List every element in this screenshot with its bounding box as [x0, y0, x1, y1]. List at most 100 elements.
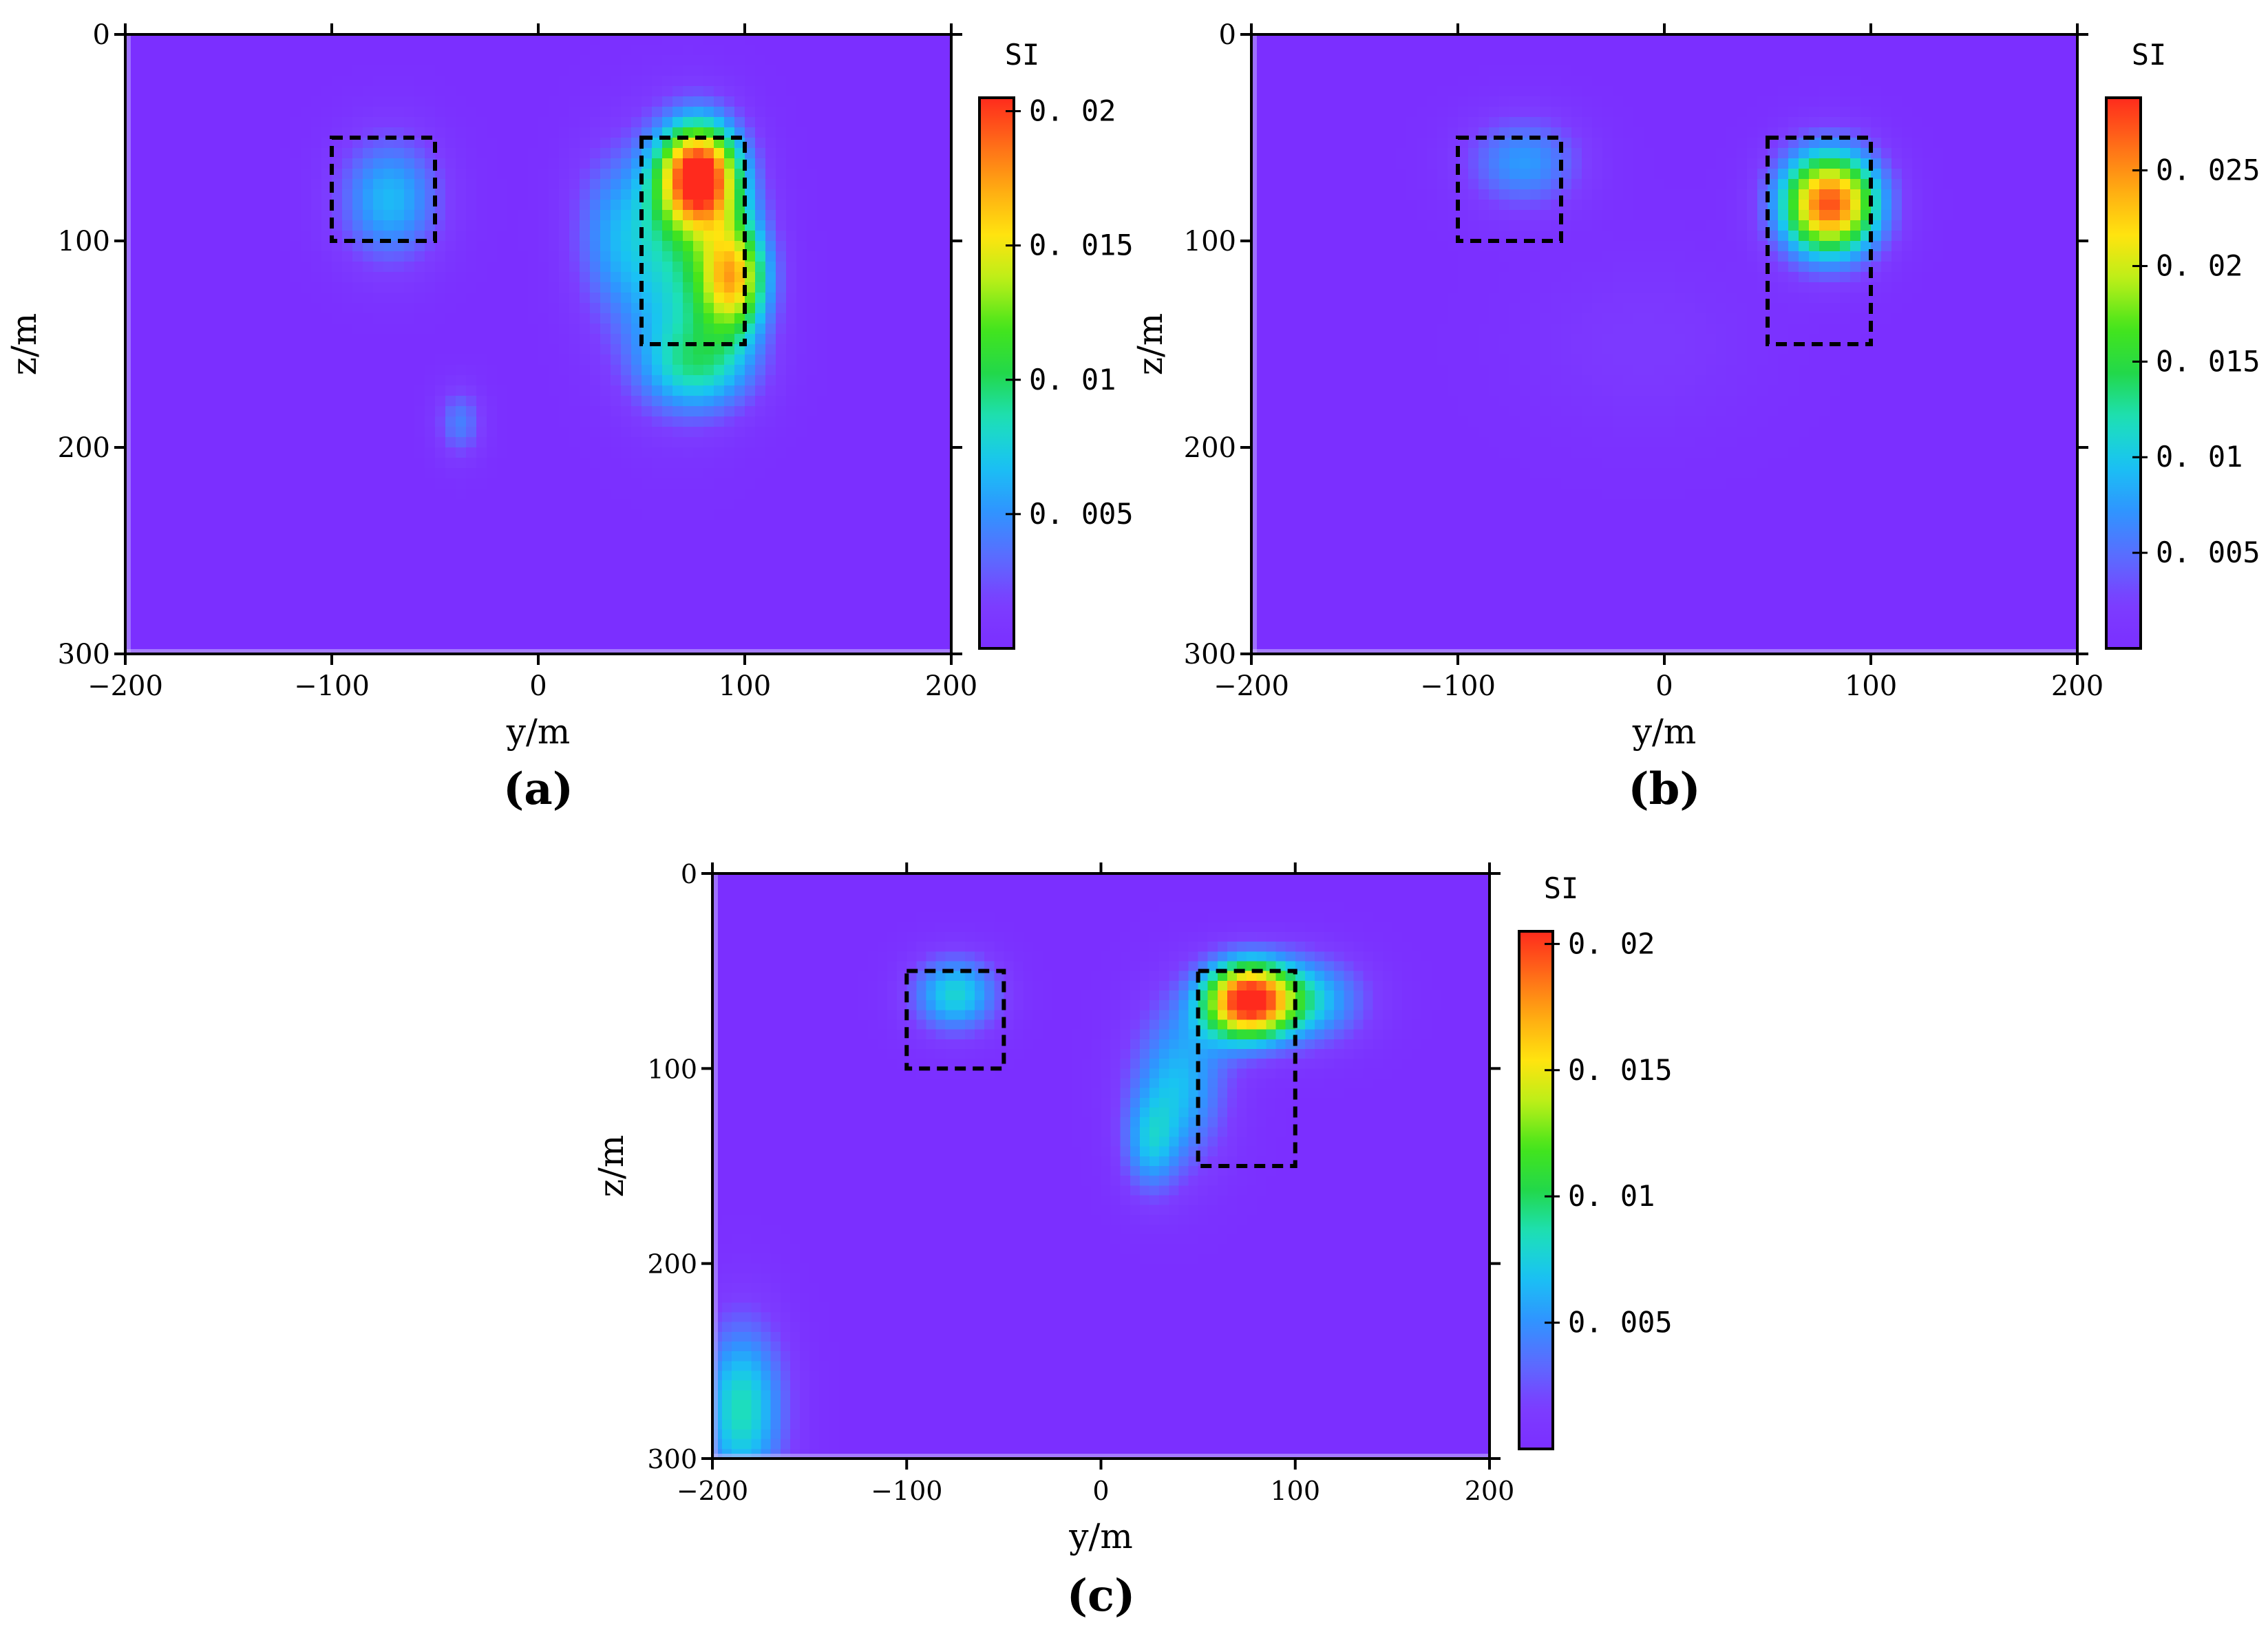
heatmap-cell — [414, 489, 425, 500]
heatmap-cell — [363, 303, 374, 314]
heatmap-cell — [879, 262, 890, 273]
heatmap-cell — [1468, 45, 1479, 56]
heatmap-cell — [1386, 34, 1397, 45]
heatmap-cell — [280, 623, 291, 634]
heatmap-cell — [136, 117, 147, 128]
heatmap-cell — [910, 354, 921, 365]
heatmap-cell — [332, 179, 343, 190]
heatmap-cell — [817, 179, 828, 190]
heatmap-cell — [920, 437, 931, 448]
heatmap-cell — [218, 623, 229, 634]
heatmap-cell — [373, 396, 384, 407]
heatmap-cell — [848, 45, 859, 56]
heatmap-cell — [559, 427, 570, 438]
heatmap-cell — [352, 520, 363, 531]
heatmap-cell — [879, 468, 890, 479]
heatmap-cell — [889, 571, 900, 582]
heatmap-cell — [363, 571, 374, 582]
heatmap-cell — [889, 231, 900, 242]
heatmap-cell — [497, 45, 508, 56]
heatmap-cell — [931, 169, 942, 180]
heatmap-cell — [435, 76, 446, 87]
heatmap-cell — [631, 34, 642, 45]
heatmap-cell — [796, 427, 807, 438]
heatmap-cell — [229, 251, 240, 262]
heatmap-cell — [229, 623, 240, 634]
heatmap-cell — [290, 334, 301, 345]
heatmap-cell — [662, 117, 673, 128]
heatmap-cell — [693, 303, 704, 314]
heatmap-cell — [321, 416, 332, 427]
heatmap-cell — [538, 107, 549, 118]
heatmap-cell — [569, 458, 580, 469]
heatmap-cell — [321, 385, 332, 396]
heatmap-cell — [776, 138, 787, 149]
heatmap-cell — [198, 437, 209, 448]
heatmap-cell — [146, 396, 157, 407]
heatmap-cell — [445, 76, 456, 87]
heatmap-cell — [672, 241, 683, 252]
heatmap-cell — [631, 96, 642, 107]
heatmap-cell — [590, 344, 601, 355]
heatmap-cell — [931, 96, 942, 107]
heatmap-cell — [270, 613, 281, 624]
heatmap-cell — [290, 561, 301, 572]
heatmap-cell — [156, 200, 167, 211]
heatmap-cell — [755, 107, 766, 118]
heatmap-cell — [714, 427, 725, 438]
heatmap-cell — [580, 200, 591, 211]
heatmap-cell — [807, 45, 818, 56]
heatmap-cell — [456, 179, 467, 190]
heatmap-cell — [796, 582, 807, 593]
heatmap-cell — [518, 530, 529, 541]
heatmap-cell — [714, 189, 725, 200]
heatmap-cell — [869, 416, 880, 427]
heatmap-cell — [311, 45, 322, 56]
heatmap-cell — [807, 313, 818, 324]
heatmap-cell — [869, 324, 880, 335]
heatmap-cell — [404, 592, 415, 603]
heatmap-cell — [683, 633, 694, 644]
heatmap-cell — [146, 406, 157, 417]
heatmap-cell — [569, 324, 580, 335]
heatmap-cell — [466, 509, 477, 520]
xtick-label: −200 — [87, 670, 163, 702]
heatmap-cell — [198, 282, 209, 293]
heatmap-cell — [187, 499, 198, 510]
heatmap-cell — [301, 633, 312, 644]
heatmap-cell — [858, 86, 869, 97]
heatmap-cell — [466, 354, 477, 365]
heatmap-cell — [1375, 45, 1386, 56]
heatmap-cell — [900, 55, 911, 66]
heatmap-cell — [528, 200, 539, 211]
heatmap-cell — [528, 55, 539, 66]
heatmap-cell — [724, 633, 735, 644]
heatmap-cell — [208, 262, 219, 273]
heatmap-cell — [239, 437, 250, 448]
panel-caption: (a) — [503, 763, 573, 815]
heatmap-cell — [146, 582, 157, 593]
heatmap-cell — [259, 189, 271, 200]
heatmap-cell — [363, 602, 374, 613]
heatmap-cell — [724, 65, 735, 76]
heatmap-cell — [229, 262, 240, 273]
heatmap-cell — [363, 582, 374, 593]
heatmap-cell — [858, 179, 869, 190]
heatmap-cell — [311, 272, 322, 283]
heatmap-cell — [889, 478, 900, 489]
heatmap-cell — [332, 509, 343, 520]
heatmap-cell — [611, 138, 622, 149]
heatmap-cell — [662, 210, 673, 221]
heatmap-cell — [703, 385, 714, 396]
heatmap-cell — [827, 107, 838, 118]
heatmap-cell — [404, 45, 415, 56]
heatmap-cell — [1871, 45, 1882, 56]
heatmap-cell — [394, 437, 405, 448]
heatmap-cell — [290, 520, 301, 531]
heatmap-cell — [889, 582, 900, 593]
heatmap-cell — [590, 262, 601, 273]
heatmap-cell — [889, 76, 900, 87]
heatmap-cell — [693, 582, 704, 593]
heatmap-cell — [270, 138, 281, 149]
heatmap-cell — [869, 344, 880, 355]
